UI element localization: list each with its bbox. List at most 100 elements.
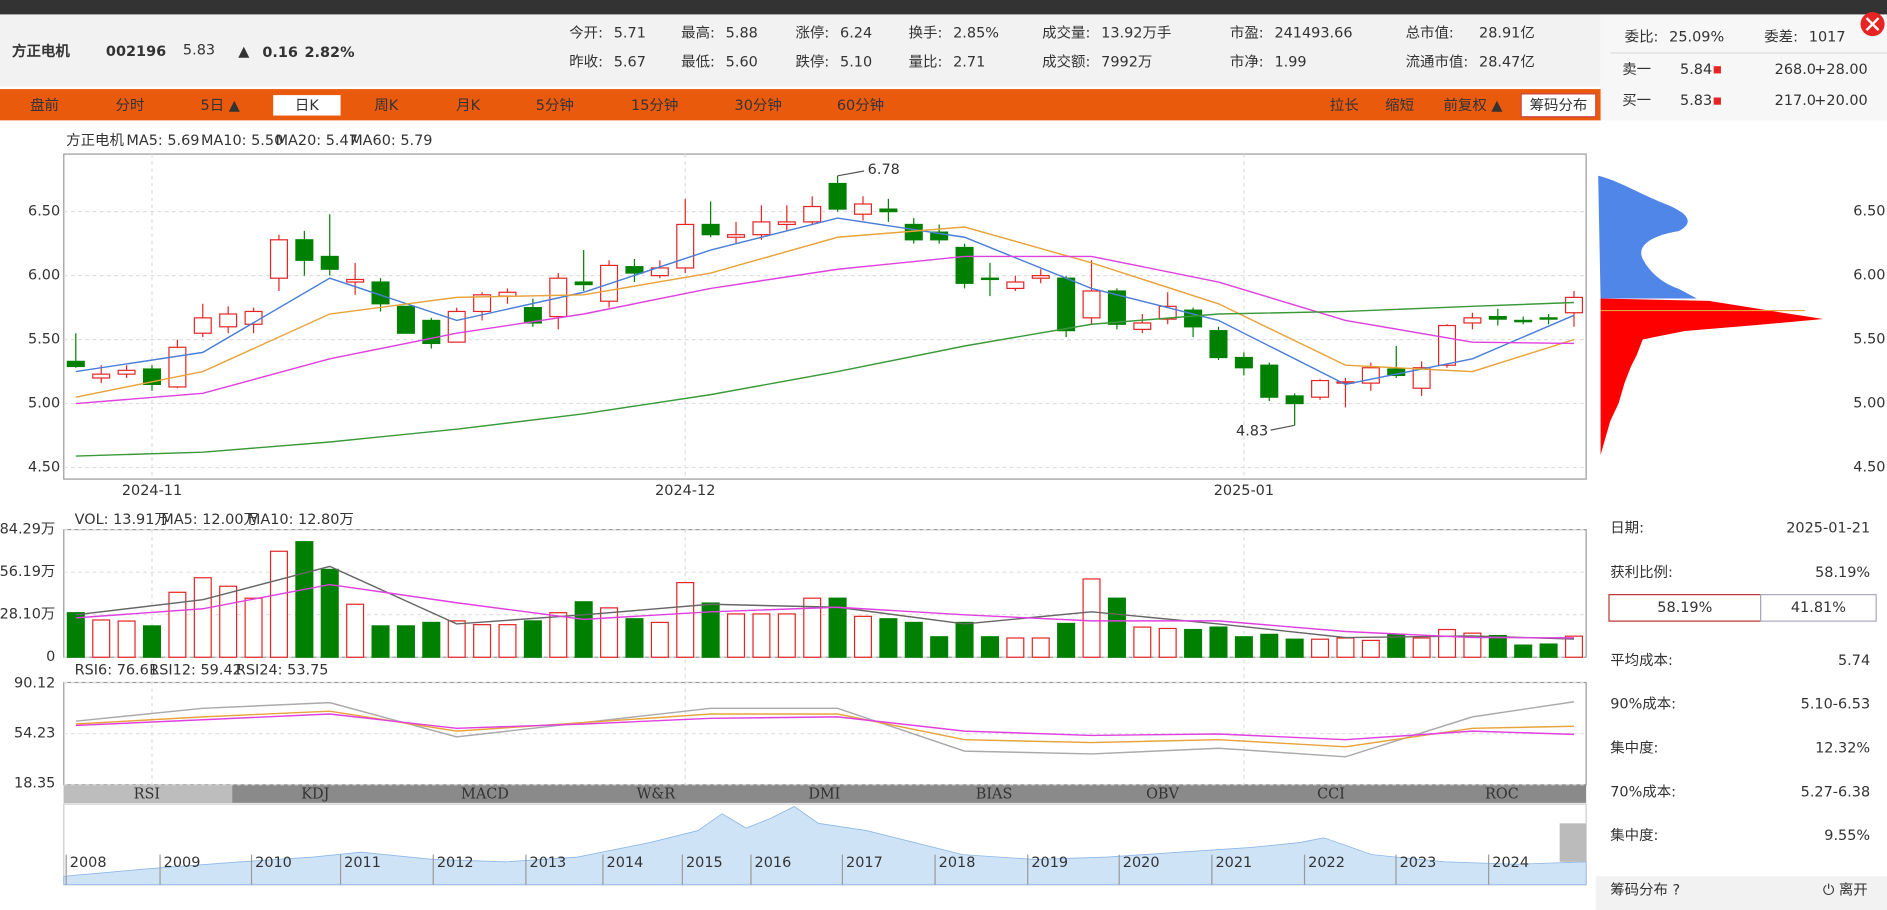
chip-value: 5.10-6.53 bbox=[1801, 697, 1871, 713]
stat-label: 量比: bbox=[909, 54, 943, 71]
volume-bar bbox=[549, 612, 568, 658]
candle-body bbox=[777, 221, 796, 226]
chip-label: 获利比例: bbox=[1610, 564, 1673, 581]
volume-bar bbox=[1514, 644, 1533, 658]
tab[interactable]: 月K bbox=[456, 98, 480, 114]
stat-value: 6.24 bbox=[840, 26, 872, 42]
candle-body bbox=[803, 205, 822, 223]
exit-button[interactable]: ⏻ 离开 bbox=[1823, 882, 1868, 899]
tool[interactable]: 前复权 ▲ bbox=[1444, 96, 1504, 114]
x-tick-label: 2024-11 bbox=[122, 483, 182, 499]
tab-active[interactable] bbox=[273, 95, 341, 116]
tab[interactable]: 分时 bbox=[116, 97, 145, 114]
tab[interactable]: 5日 ▲ bbox=[201, 98, 241, 114]
chip-value: 5.74 bbox=[1838, 653, 1870, 669]
volume-bar bbox=[1107, 597, 1126, 658]
tab[interactable]: 15分钟 bbox=[631, 97, 678, 114]
candle-body bbox=[1234, 356, 1253, 369]
volume-bar bbox=[676, 581, 695, 658]
candle-body bbox=[168, 346, 187, 388]
candle-body bbox=[346, 278, 365, 283]
tab[interactable]: 60分钟 bbox=[837, 97, 884, 114]
stat-value: 241493.66 bbox=[1274, 26, 1352, 42]
stat-value: 28.47亿 bbox=[1479, 54, 1535, 71]
volume-bar bbox=[1311, 638, 1330, 658]
chip-loss bbox=[1600, 298, 1824, 455]
candle-body bbox=[574, 281, 593, 286]
indicator-tab[interactable]: MACD bbox=[461, 786, 509, 802]
book-price: 5.84 bbox=[1680, 62, 1712, 78]
y-tick-label: 6.50 bbox=[28, 204, 60, 220]
legend: RSI12: 59.42 bbox=[149, 662, 242, 678]
candle-body bbox=[1158, 305, 1177, 320]
tool-box[interactable] bbox=[1520, 93, 1597, 118]
y-tick-label: 5.00 bbox=[28, 396, 60, 412]
book-label: 买一 bbox=[1622, 92, 1651, 109]
tool[interactable]: 筹码分布 bbox=[1530, 97, 1588, 114]
legend: MA20: 5.47 bbox=[276, 133, 358, 149]
volume-bar bbox=[955, 621, 974, 658]
label: 委差: bbox=[1764, 28, 1798, 45]
y-tick-label: 54.23 bbox=[14, 726, 55, 742]
volume-bar bbox=[1158, 627, 1177, 658]
tab[interactable]: 日K bbox=[295, 98, 319, 114]
indicator-tab[interactable]: DMI bbox=[808, 786, 840, 802]
volume-bar bbox=[752, 613, 771, 658]
candle-body bbox=[295, 239, 314, 261]
indicator-tab[interactable]: KDJ bbox=[301, 786, 329, 802]
legend: RSI24: 53.75 bbox=[236, 662, 329, 678]
candle-body bbox=[1564, 296, 1584, 314]
stat-value: 2.71 bbox=[953, 55, 985, 71]
indicator-active[interactable] bbox=[63, 784, 233, 803]
annotation-arrow bbox=[1270, 424, 1295, 431]
chip-label: 90%成本: bbox=[1610, 696, 1676, 713]
year-label: 2023 bbox=[1400, 855, 1437, 871]
candle-body bbox=[1107, 290, 1126, 325]
book-price: 5.83 bbox=[1680, 93, 1712, 109]
stat-value: 5.71 bbox=[614, 26, 646, 42]
value: 25.09% bbox=[1669, 29, 1724, 45]
tool[interactable]: 缩短 bbox=[1385, 97, 1414, 114]
indicator-tab[interactable]: CCI bbox=[1317, 786, 1345, 802]
tab[interactable]: 盘前 bbox=[30, 96, 59, 114]
year-label: 2010 bbox=[255, 855, 292, 871]
chip-footer bbox=[1595, 876, 1887, 910]
book-flag bbox=[1713, 97, 1721, 105]
candle-body bbox=[1209, 330, 1228, 359]
year-label: 2015 bbox=[686, 855, 723, 871]
annotation-arrow bbox=[837, 170, 865, 177]
year-label: 2014 bbox=[607, 855, 644, 871]
legend: MA5: 5.69 bbox=[126, 133, 199, 149]
ma-line bbox=[75, 226, 1575, 398]
volume-bar bbox=[523, 620, 542, 658]
chip-value: 58.19% bbox=[1815, 565, 1870, 581]
candle-body bbox=[219, 313, 238, 328]
candle-body bbox=[447, 310, 466, 343]
book-vol: 268.0 bbox=[1775, 62, 1816, 78]
volume-bar bbox=[422, 621, 441, 658]
tab[interactable]: 5分钟 bbox=[536, 97, 574, 114]
volume-bar bbox=[1564, 635, 1584, 658]
candle-body bbox=[727, 234, 746, 238]
candle-body bbox=[1031, 275, 1050, 279]
indicator-tab[interactable]: BIAS bbox=[976, 786, 1013, 802]
y-tick-label-right: 4.50 bbox=[1853, 460, 1885, 476]
tab[interactable]: 周K bbox=[374, 98, 398, 114]
tab[interactable]: 30分钟 bbox=[735, 97, 782, 114]
y-tick-label: 18.35 bbox=[14, 776, 55, 792]
overview-handle[interactable] bbox=[1559, 823, 1587, 862]
indicator-tab[interactable]: RSI bbox=[134, 786, 160, 802]
volume-bar bbox=[1260, 633, 1279, 658]
indicator-tab[interactable]: ROC bbox=[1485, 786, 1519, 802]
year-label: 2018 bbox=[939, 855, 976, 871]
indicator-tab[interactable]: OBV bbox=[1146, 786, 1179, 802]
volume-bar bbox=[879, 618, 898, 658]
tool[interactable]: 拉长 bbox=[1330, 97, 1359, 114]
chip-profit bbox=[1598, 175, 1697, 299]
candle-body bbox=[625, 266, 644, 274]
candle-body bbox=[752, 221, 771, 236]
volume-bar bbox=[980, 636, 999, 658]
stat-label: 昨收: bbox=[569, 54, 603, 71]
indicator-tab[interactable]: W&R bbox=[637, 786, 677, 802]
